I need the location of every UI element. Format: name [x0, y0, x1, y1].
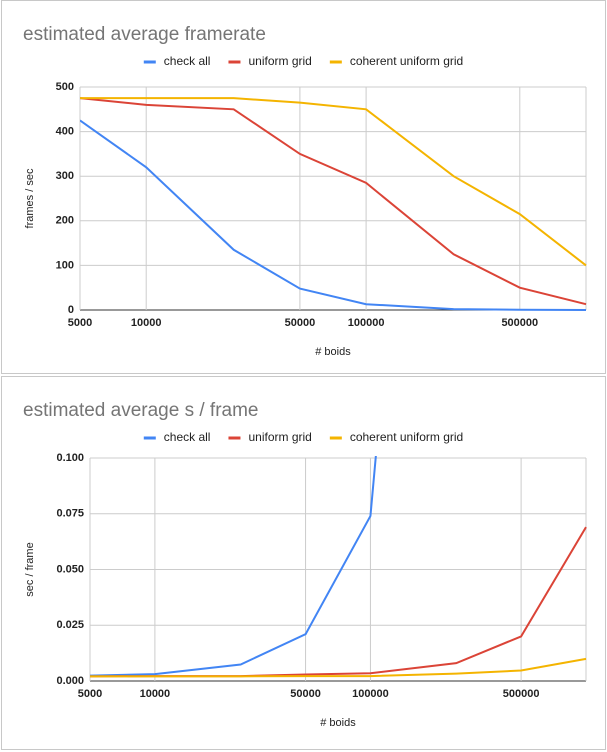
- x-tick-label: 5000: [78, 688, 102, 700]
- x-axis-title: # boids: [320, 717, 356, 729]
- y-tick-label: 500: [56, 81, 74, 93]
- x-tick-label: 5000: [68, 317, 92, 329]
- y-axis-title: frames / sec: [24, 168, 36, 228]
- legend: check all uniform grid coherent uniform gr…: [143, 54, 463, 68]
- x-tick-label: 500000: [503, 688, 540, 700]
- chart-panel: estimated average framerate 0 100 200 300 400…: [1, 0, 606, 374]
- y-tick-label: 200: [56, 215, 74, 227]
- series-line: [80, 119, 587, 311]
- series-line: [80, 97, 587, 267]
- legend-label: check all: [164, 54, 211, 68]
- series-line: [80, 97, 587, 306]
- legend-label: coherent uniform grid: [350, 54, 463, 68]
- y-tick-label: 0.100: [56, 452, 84, 464]
- y-tick-label: 0.025: [56, 619, 84, 631]
- x-tick-label: 500000: [501, 317, 538, 329]
- chart-title: estimated average s / frame: [23, 400, 259, 421]
- x-tick-label: 50000: [290, 688, 321, 700]
- y-tick-label: 0.075: [56, 508, 84, 520]
- x-tick-label: 10000: [140, 688, 171, 700]
- chart-title: estimated average framerate: [23, 24, 266, 45]
- y-tick-label: 0: [68, 304, 74, 316]
- x-tick-label: 50000: [285, 317, 316, 329]
- legend-label: uniform grid: [248, 430, 311, 444]
- y-tick-label: 0.050: [56, 563, 84, 575]
- y-tick-label: 0.000: [56, 675, 84, 687]
- chart: estimated average framerate 0 100 200 300 400…: [23, 24, 587, 358]
- chart-panel: estimated average s / frame 0.000 0.025 0.0…: [1, 376, 606, 750]
- chart: estimated average s / frame 0.000 0.025 0.0…: [23, 400, 587, 729]
- series-line: [90, 526, 587, 678]
- series-line: [90, 657, 587, 678]
- legend-label: check all: [164, 430, 211, 444]
- x-axis-title: # boids: [315, 346, 351, 358]
- x-tick-label: 10000: [131, 317, 162, 329]
- y-tick-label: 300: [56, 170, 74, 182]
- x-tick-label: 100000: [352, 688, 389, 700]
- legend-label: coherent uniform grid: [350, 430, 463, 444]
- legend-label: uniform grid: [248, 54, 311, 68]
- y-tick-label: 100: [56, 259, 74, 271]
- y-tick-label: 400: [56, 126, 74, 138]
- series-line: [90, 456, 377, 677]
- x-tick-label: 100000: [348, 317, 385, 329]
- legend: check all uniform grid coherent uniform gr…: [143, 430, 463, 444]
- y-axis-title: sec / frame: [24, 542, 36, 596]
